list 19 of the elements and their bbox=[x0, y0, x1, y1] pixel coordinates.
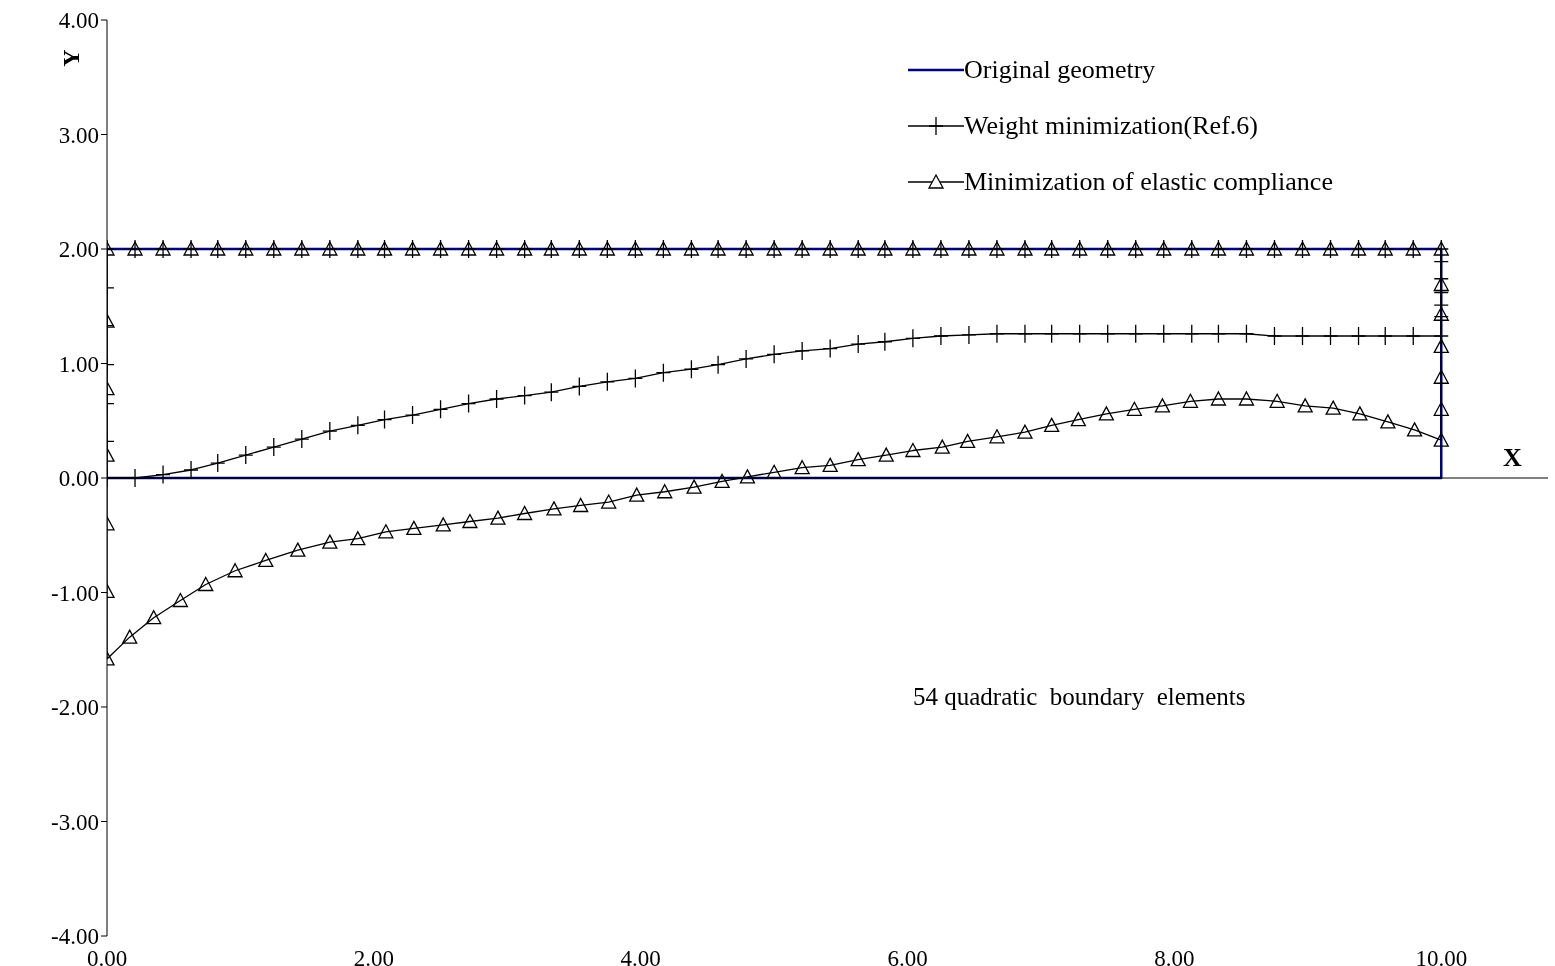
y-tick-label: 0.00 bbox=[58, 466, 99, 492]
x-tick-label: 2.00 bbox=[353, 946, 394, 966]
y-tick-label: -3.00 bbox=[51, 809, 99, 835]
y-tick-label: -2.00 bbox=[51, 695, 99, 721]
annotation: 54 quadratic boundary elements bbox=[913, 683, 1246, 711]
y-tick-label: 3.00 bbox=[58, 122, 99, 148]
x-axis-title: X bbox=[1503, 443, 1522, 472]
legend-label: Minimization of elastic compliance bbox=[964, 167, 1333, 197]
y-axis-title: Y bbox=[58, 49, 84, 67]
legend-label: Original geometry bbox=[964, 55, 1156, 85]
legend-label: Weight minimization(Ref.6) bbox=[964, 111, 1258, 141]
x-tick-label: 4.00 bbox=[620, 946, 661, 966]
y-tick-label: 4.00 bbox=[58, 8, 99, 34]
y-tick-label: 2.00 bbox=[58, 237, 99, 263]
x-tick-label: 6.00 bbox=[887, 946, 928, 966]
x-tick-label: 10.00 bbox=[1415, 946, 1468, 966]
y-tick-label: -1.00 bbox=[51, 580, 99, 606]
x-tick-label: 8.00 bbox=[1154, 946, 1195, 966]
y-tick-label: 1.00 bbox=[58, 351, 99, 377]
